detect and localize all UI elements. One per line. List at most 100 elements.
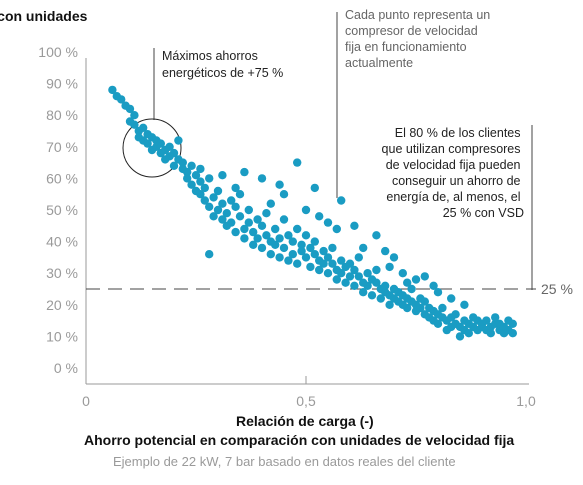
reference-line-label: 25 % <box>541 281 573 297</box>
data-point <box>218 199 227 208</box>
data-point <box>297 240 306 249</box>
data-point <box>323 218 333 227</box>
data-point <box>310 183 319 193</box>
clients-annotation: El 80 % de los clientes que utilizan com… <box>382 126 524 220</box>
data-point <box>306 243 315 253</box>
data-point <box>205 250 214 259</box>
data-point <box>235 212 245 221</box>
data-point <box>332 275 341 284</box>
data-point <box>284 256 293 265</box>
data-point <box>249 227 258 237</box>
data-point <box>293 259 302 268</box>
data-point <box>209 212 218 221</box>
data-point <box>297 246 306 256</box>
data-point <box>125 104 135 114</box>
max-savings-circle <box>122 118 182 178</box>
data-point <box>372 231 381 240</box>
data-point <box>301 231 311 240</box>
data-point <box>455 332 465 341</box>
data-point <box>420 272 429 281</box>
data-point <box>130 111 139 120</box>
data-point <box>310 237 319 246</box>
data-point <box>262 231 271 240</box>
data-point <box>209 193 218 202</box>
max-savings-annotation: Máximos ahorros energéticos de +75 % <box>162 49 283 80</box>
data-point <box>315 265 324 275</box>
data-point <box>183 167 192 177</box>
data-points <box>108 85 517 341</box>
data-point <box>235 190 245 199</box>
y-axis-label-line-1: Ahorro potencial en comparación con unid… <box>0 8 88 24</box>
y-tick-labels: 0 % 10 % 20 % 30 % 40 % 50 % 60 % 70 % 80 % 90 % 1… <box>38 44 78 376</box>
data-point <box>196 190 205 199</box>
data-point <box>266 199 275 208</box>
data-point <box>253 215 262 224</box>
data-point <box>213 205 223 215</box>
data-point <box>341 278 350 287</box>
data-point <box>183 174 192 183</box>
data-point <box>376 294 385 303</box>
y-tick-label: 40 % <box>46 234 78 250</box>
data-point <box>257 243 267 253</box>
data-point <box>323 253 333 262</box>
data-point <box>156 139 165 148</box>
data-point <box>275 253 284 262</box>
data-point <box>187 161 196 170</box>
data-point <box>464 329 473 338</box>
data-point <box>227 218 236 227</box>
y-tick-label: 10 % <box>46 328 78 344</box>
data-point <box>301 253 311 262</box>
data-point <box>284 231 293 240</box>
data-point <box>319 259 328 268</box>
data-point <box>200 183 209 193</box>
data-point <box>381 246 390 256</box>
data-point <box>482 316 491 325</box>
x-tick-label: 1,0 <box>516 393 536 409</box>
data-point <box>222 209 231 218</box>
data-point <box>196 177 205 186</box>
data-point <box>169 148 179 158</box>
data-point <box>403 278 412 287</box>
data-point <box>240 167 249 177</box>
data-point <box>350 265 359 275</box>
data-point <box>389 253 399 262</box>
data-point <box>213 186 223 196</box>
data-point <box>240 234 249 243</box>
data-point <box>332 224 341 234</box>
data-point <box>231 202 240 211</box>
data-point <box>205 202 214 211</box>
data-point <box>491 313 500 322</box>
data-point <box>275 180 284 189</box>
data-point <box>337 256 346 265</box>
data-point <box>433 288 443 297</box>
data-point <box>279 243 289 253</box>
data-point <box>244 205 253 215</box>
data-point <box>411 275 421 284</box>
y-tick-label: 100 % <box>38 44 78 60</box>
data-point <box>385 300 394 309</box>
data-point <box>328 259 337 268</box>
data-point <box>420 297 429 306</box>
data-point <box>301 205 311 215</box>
x-axis-label: Relación de carga (-) <box>236 413 374 429</box>
data-point <box>407 284 416 294</box>
x-tick-labels: 0 0,5 1,0 <box>82 393 536 409</box>
data-point <box>143 139 152 148</box>
data-point <box>460 300 469 309</box>
data-point <box>218 215 227 224</box>
y-tick-label: 20 % <box>46 297 78 313</box>
data-point <box>130 120 139 129</box>
data-point <box>345 259 355 268</box>
chart-subtitle: Ejemplo de 22 kW, 7 bar basado en datos … <box>113 454 456 469</box>
data-point <box>169 161 179 170</box>
data-point <box>337 196 346 205</box>
data-point <box>363 269 372 278</box>
data-point <box>293 158 302 167</box>
data-point <box>372 265 381 275</box>
data-point <box>200 196 209 205</box>
y-tick-label: 60 % <box>46 170 78 186</box>
data-point <box>359 288 368 297</box>
data-point <box>253 234 262 243</box>
data-point <box>139 123 148 132</box>
